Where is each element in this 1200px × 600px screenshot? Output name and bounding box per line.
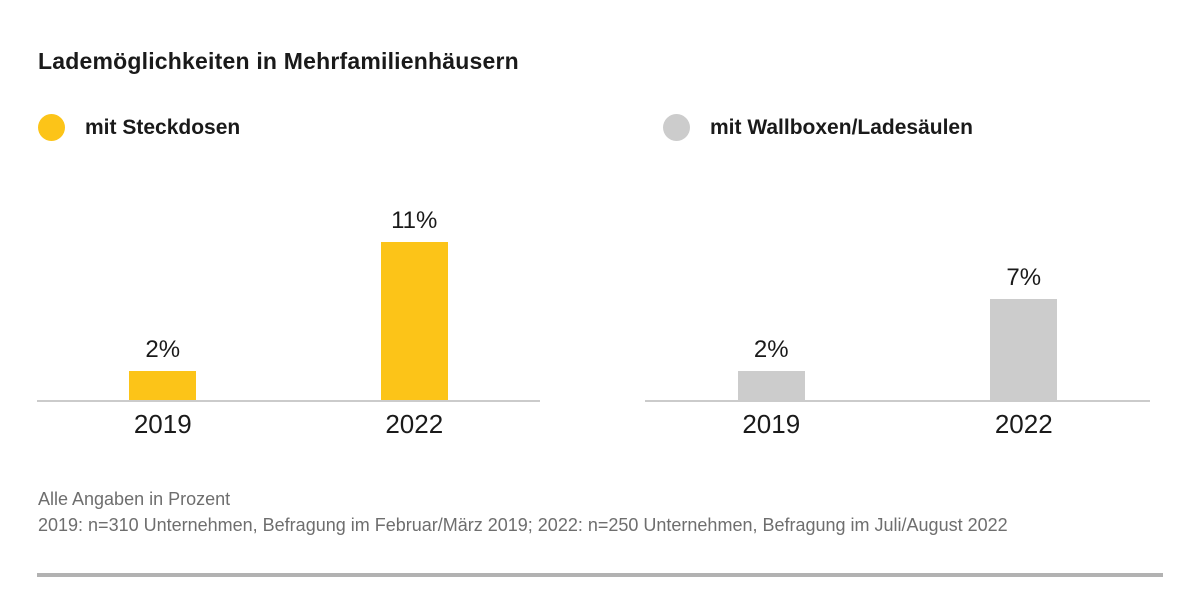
plot-area-steckdosen: 2% 11% xyxy=(37,170,540,402)
category-label: 2019 xyxy=(133,409,192,439)
footnote-line-2: 2019: n=310 Unternehmen, Befragung im Fe… xyxy=(38,515,1008,535)
plot-area-wallboxen: 2% 7% xyxy=(645,170,1150,402)
x-axis-labels-steckdosen: 2019 2022 xyxy=(37,409,540,440)
footnotes: Alle Angaben in Prozent 2019: n=310 Unte… xyxy=(38,486,1008,538)
category-label: 2022 xyxy=(385,409,444,439)
bar-value-label: 7% xyxy=(1006,264,1042,291)
bar-group-2019: 2% xyxy=(37,336,289,400)
footnote-line-1: Alle Angaben in Prozent xyxy=(38,489,231,509)
bar-chart-steckdosen: 2% 11% 2019 2022 xyxy=(37,170,540,440)
bar xyxy=(380,242,448,400)
category-label: 2022 xyxy=(994,409,1053,439)
legend-dot-yellow-icon xyxy=(38,114,65,141)
bar-value-label: 2% xyxy=(753,336,789,363)
x-axis-labels-wallboxen: 2019 2022 xyxy=(645,409,1150,440)
category-label: 2019 xyxy=(742,409,801,439)
bar-group-2019: 2% xyxy=(645,336,898,400)
legend-label-wallboxen: mit Wallboxen/Ladesäulen xyxy=(710,115,973,139)
bar xyxy=(129,371,197,400)
bottom-divider xyxy=(37,573,1163,577)
bar xyxy=(737,371,805,400)
bar-chart-wallboxen: 2% 7% 2019 2022 xyxy=(645,170,1150,440)
legend-label-steckdosen: mit Steckdosen xyxy=(85,115,241,139)
bar-group-2022: 7% xyxy=(898,264,1151,400)
legend-item-steckdosen: mit Steckdosen xyxy=(38,114,240,141)
chart-title: Lademöglichkeiten in Mehrfamilienhäusern xyxy=(38,48,519,75)
bar-group-2022: 11% xyxy=(289,207,541,400)
legend-dot-gray-icon xyxy=(663,114,690,141)
legend-item-wallboxen: mit Wallboxen/Ladesäulen xyxy=(663,114,973,141)
bar xyxy=(990,299,1058,400)
bar-value-label: 11% xyxy=(391,207,438,234)
bar-value-label: 2% xyxy=(145,336,181,363)
